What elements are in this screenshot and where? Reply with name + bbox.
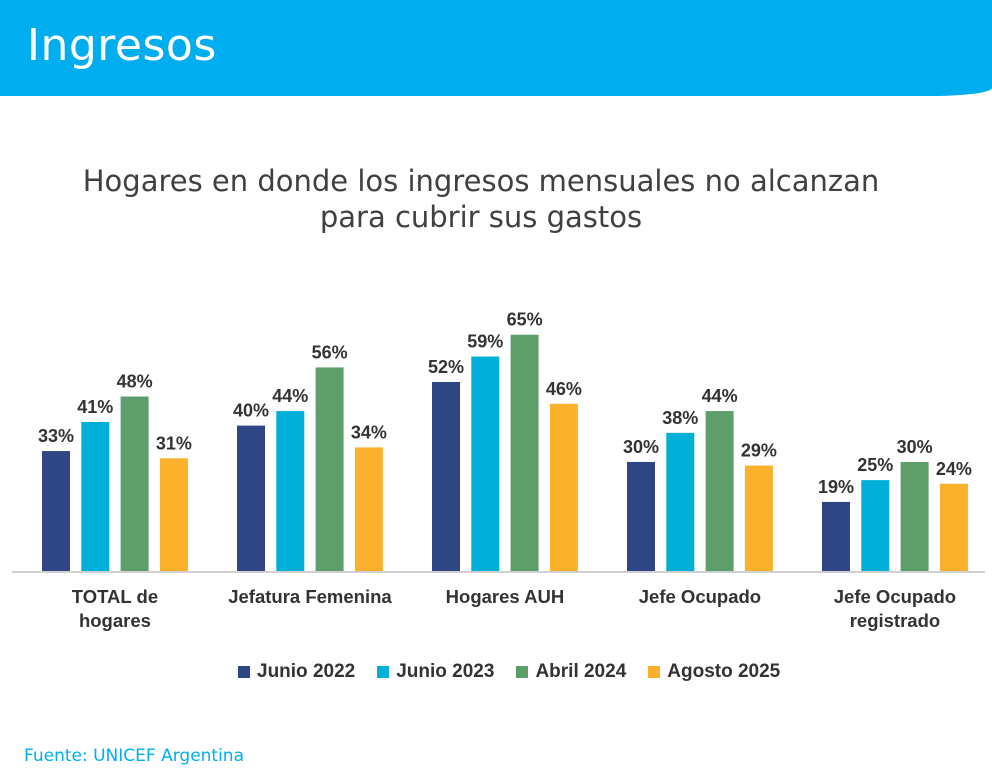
chart-legend: Junio 2022 Junio 2023 Abril 2024 Agosto … [238,661,780,683]
data-label: 38% [662,408,698,428]
data-label: 33% [38,426,74,446]
bar [432,381,460,571]
bar [159,458,188,571]
bar [276,411,305,571]
bar [822,501,850,571]
header-bar: Ingresos [0,0,992,96]
bar [81,421,110,571]
legend-label: Junio 2023 [396,661,495,682]
legend-item: Abril 2024 [516,661,626,683]
chart-title-line-2: para cubrir sus gastos [319,200,643,234]
data-label: 41% [77,397,113,417]
x-tick-label: Hogares AUH [446,586,565,607]
bar [510,334,539,571]
x-tick-label: registrado [850,610,940,631]
data-label: 34% [351,422,387,442]
legend-label: Junio 2022 [257,661,356,682]
bar [705,411,734,571]
legend-swatch [377,666,390,678]
bar [861,480,890,571]
bar [471,356,500,571]
bar [315,367,344,571]
chart-title: Hogares en donde los ingresos mensuales … [0,163,962,235]
legend-label: Abril 2024 [535,661,627,682]
bar [549,403,578,571]
bar [237,425,265,571]
legend-item: Junio 2023 [377,661,494,683]
bar [939,483,968,571]
data-label: 24% [936,459,972,479]
data-label: 30% [623,437,659,457]
x-tick-label: Jefe Ocupado [639,586,761,607]
bar [627,461,655,571]
bar [744,465,773,571]
data-label: 31% [156,433,192,453]
x-tick-label: Jefe Ocupado [834,586,956,607]
data-label: 25% [857,455,893,475]
legend-item: Agosto 2025 [648,661,780,683]
bar [120,396,149,571]
data-label: 52% [428,357,464,377]
data-label: 48% [117,372,153,392]
data-label: 65% [507,310,543,330]
data-label: 30% [897,437,933,457]
data-label: 59% [467,332,503,352]
bar [666,432,695,571]
chart-title-line-1: Hogares en donde los ingresos mensuales … [82,164,880,198]
legend-label: Agosto 2025 [667,661,781,682]
legend-swatch [648,666,661,678]
page-title: Ingresos [27,20,217,71]
data-label: 46% [546,379,582,399]
data-label: 40% [233,401,269,421]
x-tick-label: TOTAL de [72,586,158,607]
bar [900,461,929,571]
x-tick-label: hogares [79,610,151,631]
legend-item: Junio 2022 [238,661,355,683]
bar [42,451,70,571]
legend-swatch [238,666,250,678]
legend-swatch [516,666,529,678]
bar-chart: 33%41%48%31%TOTAL dehogares40%44%56%34%J… [12,310,985,631]
source-note: Fuente: UNICEF Argentina [24,746,245,766]
data-label: 56% [312,342,348,362]
data-label: 19% [818,477,854,497]
x-tick-label: Jefatura Femenina [228,586,392,607]
bar [354,447,383,571]
data-label: 44% [272,386,308,406]
data-label: 44% [702,386,738,406]
data-label: 29% [741,441,777,461]
